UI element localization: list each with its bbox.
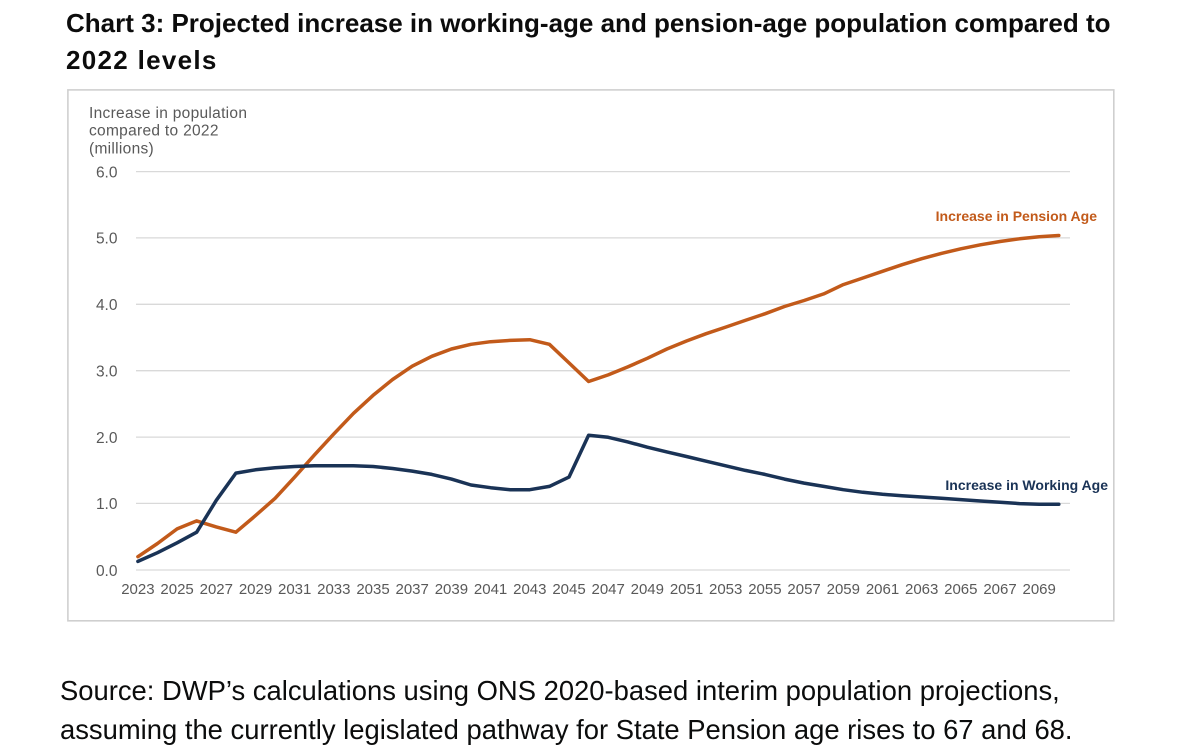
svg-text:3.0: 3.0 xyxy=(96,364,118,381)
svg-text:(millions): (millions) xyxy=(89,141,154,158)
svg-text:Increase in population: Increase in population xyxy=(89,105,247,122)
svg-text:2031: 2031 xyxy=(278,581,311,598)
svg-text:2057: 2057 xyxy=(787,581,820,598)
svg-text:2035: 2035 xyxy=(356,581,389,598)
svg-text:2033: 2033 xyxy=(317,581,350,598)
svg-text:Increase in Working Age: Increase in Working Age xyxy=(945,477,1108,493)
svg-text:2029: 2029 xyxy=(239,581,272,598)
svg-text:5.0: 5.0 xyxy=(96,231,118,248)
svg-text:2053: 2053 xyxy=(709,581,742,598)
svg-text:0.0: 0.0 xyxy=(96,563,118,580)
svg-text:4.0: 4.0 xyxy=(96,297,118,314)
svg-text:2061: 2061 xyxy=(866,581,899,598)
svg-text:6.0: 6.0 xyxy=(96,164,118,181)
svg-text:2051: 2051 xyxy=(670,581,703,598)
svg-text:2041: 2041 xyxy=(474,581,507,598)
svg-text:2039: 2039 xyxy=(435,581,468,598)
svg-text:2045: 2045 xyxy=(552,581,585,598)
svg-text:2049: 2049 xyxy=(631,581,664,598)
svg-text:2.0: 2.0 xyxy=(96,430,118,447)
svg-text:2025: 2025 xyxy=(160,581,193,598)
svg-text:2047: 2047 xyxy=(592,581,625,598)
svg-text:2059: 2059 xyxy=(827,581,860,598)
svg-text:1.0: 1.0 xyxy=(96,496,118,513)
svg-text:2063: 2063 xyxy=(905,581,938,598)
svg-text:2043: 2043 xyxy=(513,581,546,598)
svg-text:2023: 2023 xyxy=(121,581,154,598)
svg-text:compared to 2022: compared to 2022 xyxy=(89,123,219,140)
svg-text:Increase in Pension Age: Increase in Pension Age xyxy=(936,208,1098,224)
svg-text:2065: 2065 xyxy=(944,581,977,598)
svg-text:2027: 2027 xyxy=(200,581,233,598)
svg-text:2067: 2067 xyxy=(983,581,1016,598)
svg-text:2055: 2055 xyxy=(748,581,781,598)
svg-text:2037: 2037 xyxy=(396,581,429,598)
svg-text:2069: 2069 xyxy=(1023,581,1056,598)
